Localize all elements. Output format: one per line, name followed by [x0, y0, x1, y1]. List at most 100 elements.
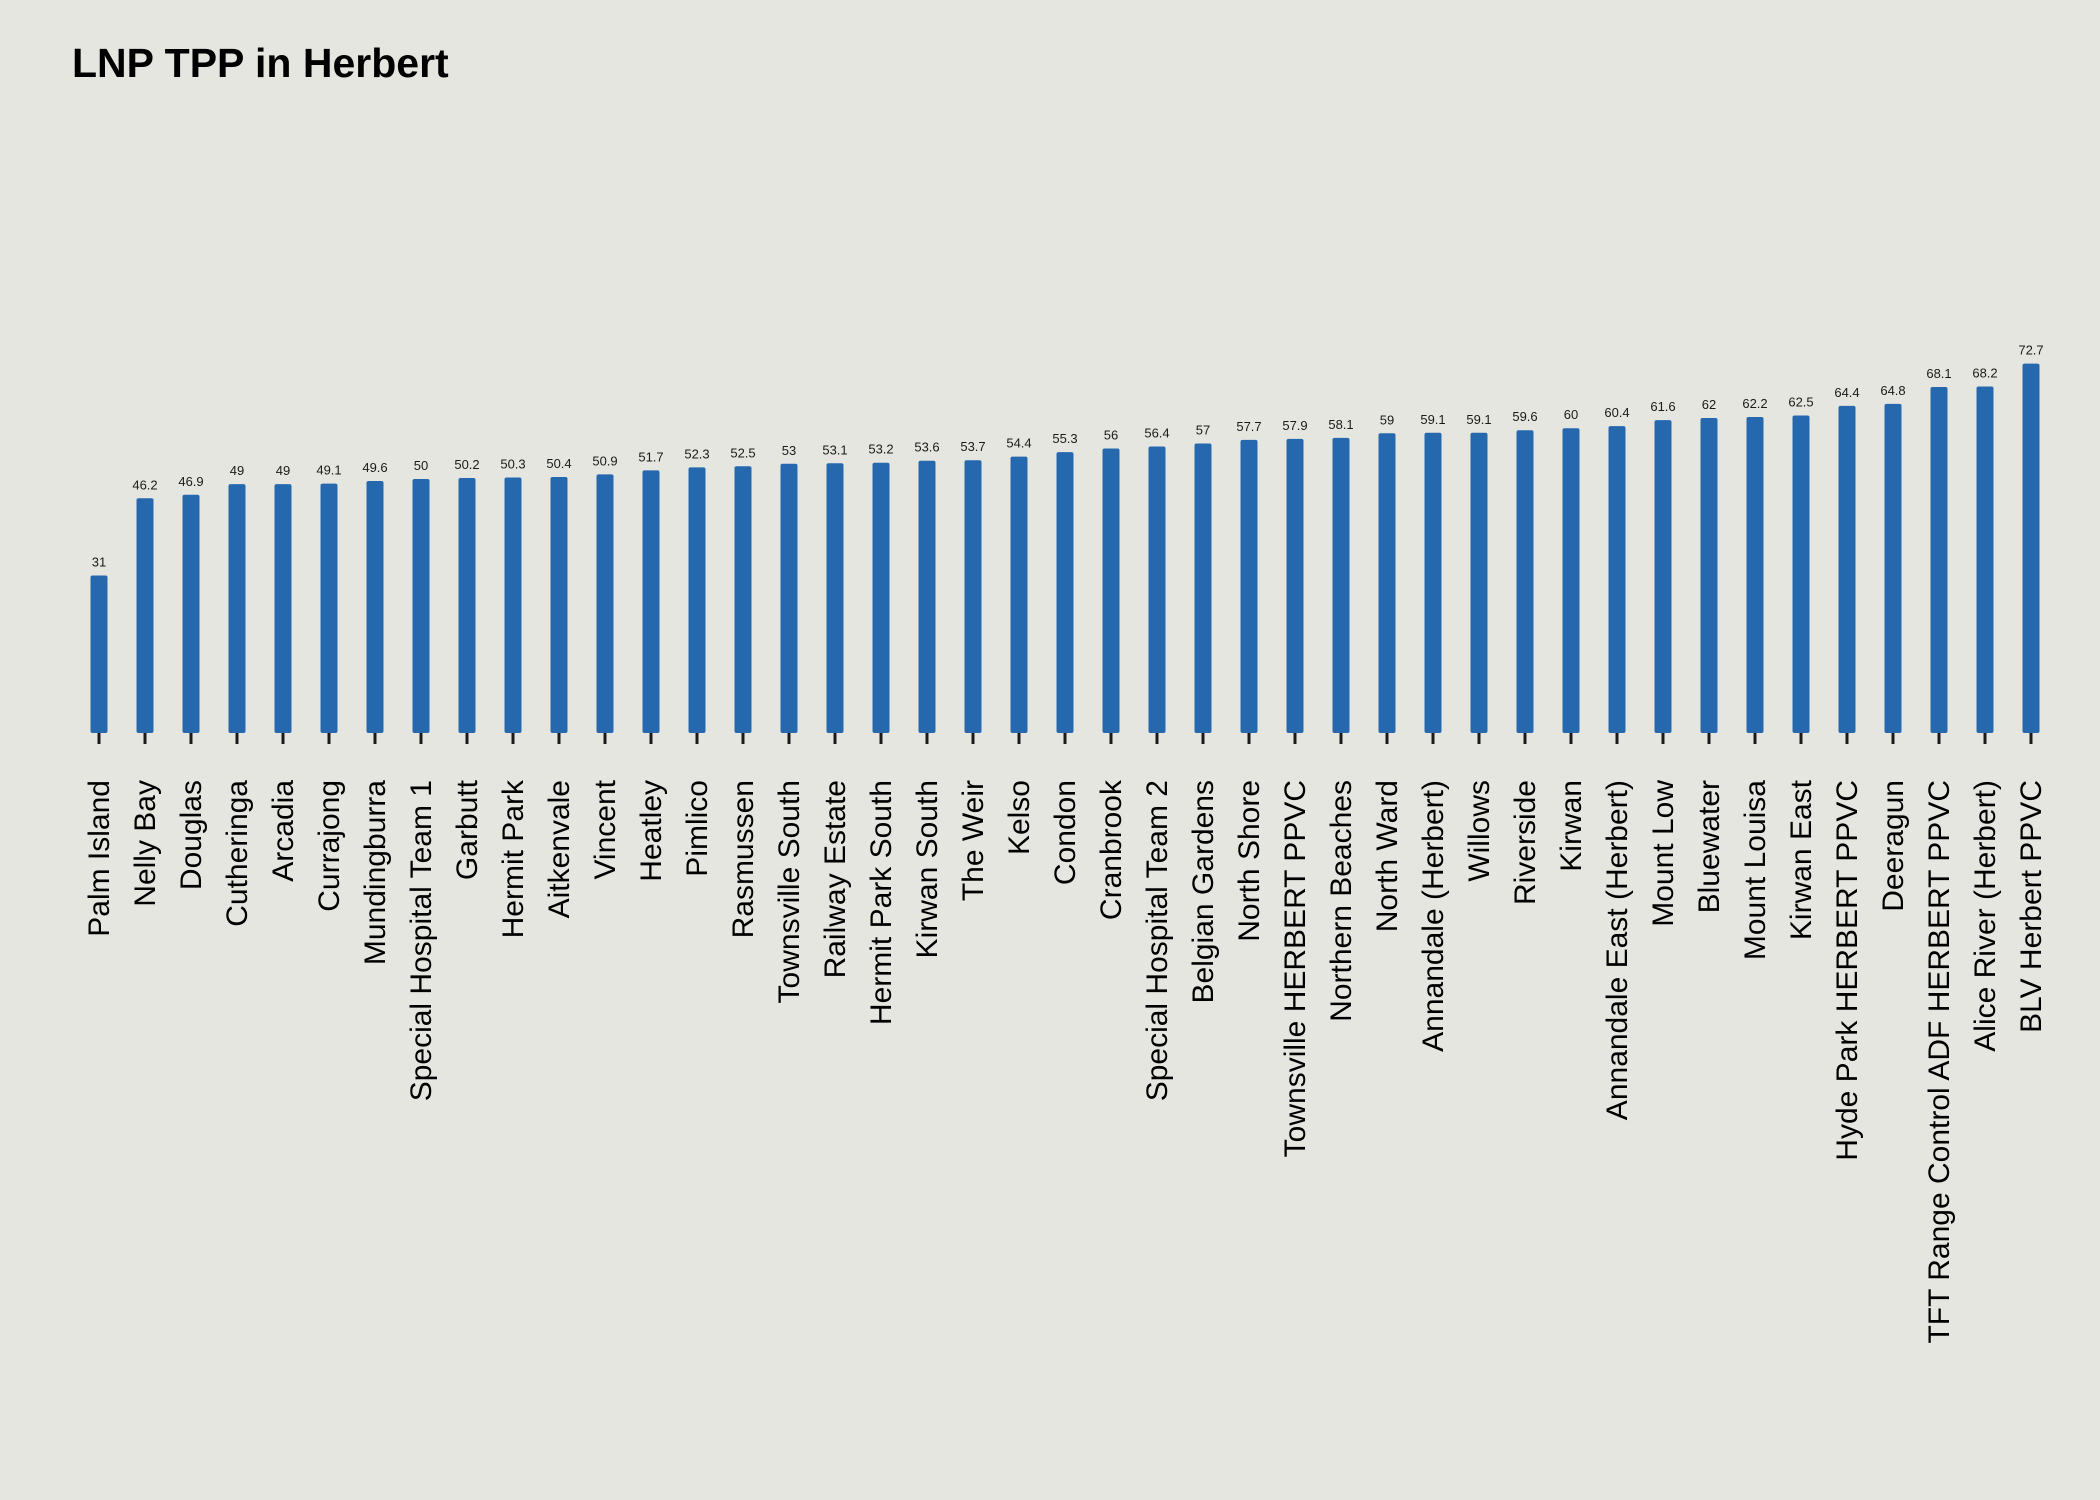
x-tick-label: Palm Island: [83, 780, 116, 937]
x-tick-label: Garbutt: [451, 779, 484, 880]
data-label: 68.2: [1972, 366, 1997, 381]
x-tick-label: Alice River (Herbert): [1969, 780, 2002, 1052]
data-label: 58.1: [1328, 417, 1353, 432]
tick-labels-layer: Palm Island Nelly Bay Douglas Cutheringa Arc…: [83, 779, 2048, 1344]
data-label: 55.3: [1052, 431, 1077, 446]
x-tick-label: Northern Beaches: [1325, 780, 1358, 1022]
bar: [1884, 403, 1902, 733]
bar: [1424, 432, 1442, 733]
data-label: 53.6: [914, 440, 939, 455]
data-label: 52.5: [730, 445, 755, 460]
data-label: 50.9: [592, 453, 617, 468]
bar: [1930, 387, 1948, 733]
data-label: 59.6: [1512, 409, 1537, 424]
data-label: 49.6: [362, 460, 387, 475]
bar: [1148, 446, 1166, 733]
x-tick-label: Townsville South: [773, 780, 806, 1003]
data-label: 53.7: [960, 439, 985, 454]
x-tick-label: Willows: [1463, 780, 1496, 882]
bar: [734, 466, 752, 733]
bar: [1286, 438, 1304, 733]
x-tick-label: The Weir: [957, 780, 990, 901]
data-label: 59.1: [1466, 412, 1491, 427]
data-label: 60.4: [1604, 405, 1629, 420]
ticks-layer: [97, 733, 2033, 744]
data-label: 59.1: [1420, 412, 1445, 427]
data-label: 50.4: [546, 456, 571, 471]
bar: [458, 477, 476, 733]
bar: [136, 498, 154, 733]
x-tick-label: Hermit Park South: [865, 780, 898, 1025]
data-label: 49.1: [316, 463, 341, 478]
x-tick-label: North Ward: [1371, 780, 1404, 932]
x-tick-label: Arcadia: [267, 780, 300, 882]
x-tick-label: Bluewater: [1693, 780, 1726, 913]
data-label: 53.1: [822, 442, 847, 457]
x-tick-label: Currajong: [313, 780, 346, 912]
data-label: 61.6: [1650, 399, 1675, 414]
data-label: 64.4: [1834, 385, 1859, 400]
data-labels-layer: 31 46.2 46.9 49 49 49.1 49.6 50 50.2 50.3 50.4 50.9…: [92, 343, 2044, 570]
data-label: 54.4: [1006, 436, 1031, 451]
bar: [182, 494, 200, 733]
x-tick-label: Heatley: [635, 780, 668, 882]
x-tick-label: Kelso: [1003, 780, 1036, 855]
x-tick-label: Belgian Gardens: [1187, 780, 1220, 1003]
x-tick-label: Pimlico: [681, 780, 714, 877]
x-tick-label: Deeragun: [1877, 780, 1910, 912]
data-label: 62.5: [1788, 395, 1813, 410]
bar: [1516, 430, 1534, 733]
bar: [90, 575, 108, 733]
data-label: 56: [1104, 428, 1118, 443]
bars-layer: [90, 363, 2040, 733]
bar: [1194, 443, 1212, 733]
bar: [412, 479, 430, 733]
data-label: 59: [1380, 412, 1394, 427]
x-tick-label: Railway Estate: [819, 780, 852, 978]
x-tick-label: Kirwan East: [1785, 779, 1818, 940]
bar: [228, 484, 246, 733]
x-tick-label: Special Hospital Team 2: [1141, 780, 1174, 1101]
data-label: 52.3: [684, 446, 709, 461]
x-tick-label: Mount Louisa: [1739, 780, 1772, 960]
x-tick-label: Special Hospital Team 1: [405, 780, 438, 1101]
bar: [550, 476, 568, 733]
x-tick-label: Kirwan South: [911, 780, 944, 958]
data-label: 62.2: [1742, 396, 1767, 411]
bar: [1102, 448, 1120, 733]
data-label: 72.7: [2018, 343, 2043, 358]
data-label: 53.2: [868, 442, 893, 457]
data-label: 49: [230, 463, 244, 478]
bar: [1562, 428, 1580, 733]
bar: [1378, 433, 1396, 733]
x-tick-label: Aitkenvale: [543, 780, 576, 918]
x-tick-label: Mundingburra: [359, 780, 392, 965]
bar: [1838, 405, 1856, 733]
bar: [1976, 386, 1994, 733]
x-tick-label: Vincent: [589, 779, 622, 879]
bar: [964, 460, 982, 733]
bar: [504, 477, 522, 733]
data-label: 50.2: [454, 457, 479, 472]
x-tick-label: BLV Herbert PPVC: [2015, 780, 2048, 1033]
x-tick-label: Annandale East (Herbert): [1601, 780, 1634, 1120]
data-label: 51.7: [638, 449, 663, 464]
x-tick-label: Douglas: [175, 780, 208, 890]
bar: [688, 467, 706, 733]
bar: [1608, 426, 1626, 733]
x-tick-label: Kirwan: [1555, 780, 1588, 872]
x-tick-label: North Shore: [1233, 780, 1266, 942]
data-label: 56.4: [1144, 425, 1169, 440]
data-label: 46.9: [178, 474, 203, 489]
bar: [1056, 452, 1074, 733]
chart-title: LNP TPP in Herbert: [72, 40, 449, 86]
data-label: 62: [1702, 397, 1716, 412]
bar: [1654, 420, 1672, 733]
x-tick-label: Nelly Bay: [129, 780, 162, 907]
data-label: 50: [414, 458, 428, 473]
bar: [1792, 415, 1810, 733]
x-tick-label: Condon: [1049, 780, 1082, 885]
x-tick-label: Hermit Park: [497, 779, 530, 938]
bar: [1332, 437, 1350, 733]
